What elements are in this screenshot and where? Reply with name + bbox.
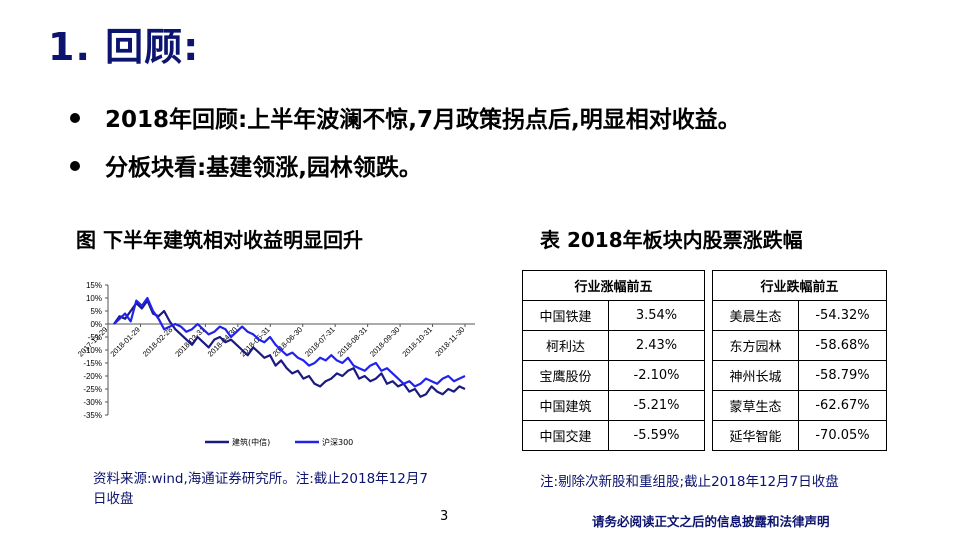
- y-tick-label: -5%: [88, 333, 102, 342]
- series-line-1: [113, 296, 466, 388]
- stock-change-cell: 2.43%: [608, 330, 705, 361]
- x-tick-label: 2018-08-31: [336, 325, 369, 358]
- stock-name-cell: 神州长城: [712, 360, 799, 391]
- y-tick-label: -35%: [83, 411, 102, 420]
- y-tick-label: 10%: [86, 294, 102, 303]
- table-gap: [704, 270, 713, 301]
- stock-name-cell: 蒙草生态: [712, 390, 799, 421]
- table-header-gainers: 行业涨幅前五: [522, 270, 705, 301]
- stock-change-cell: -5.21%: [608, 390, 705, 421]
- bullet-item: 2018年回顾:上半年波澜不惊,7月政策拐点后,明显相对收益。: [70, 100, 741, 134]
- table-caption: 表 2018年板块内股票涨跌幅: [540, 228, 803, 252]
- stock-change-cell: -5.59%: [608, 420, 705, 451]
- y-tick-label: -15%: [83, 359, 102, 368]
- stock-change-cell: 3.54%: [608, 300, 705, 331]
- y-tick-label: -25%: [83, 385, 102, 394]
- stock-name-cell: 美晨生态: [712, 300, 799, 331]
- relative-return-chart: 15% 10% 5% 0% -5% -10% -15% -20% -25% -30% -35% 201…: [76, 281, 475, 447]
- bullet-text: 2018年回顾:上半年波澜不惊,7月政策拐点后,明显相对收益。: [105, 107, 741, 133]
- chart-source-note: 资料来源:wind,海通证券研究所。注:截止2018年12月7日收盘: [93, 471, 428, 507]
- table-gap: [704, 420, 713, 451]
- table-row: 中国交建 -5.59% 延华智能 -70.05%: [522, 420, 887, 451]
- stock-change-cell: -70.05%: [798, 420, 887, 451]
- stock-change-cell: -62.67%: [798, 390, 887, 421]
- table-row: 中国铁建 3.54% 美晨生态 -54.32%: [522, 300, 887, 331]
- y-tick-label: 5%: [90, 307, 102, 316]
- x-tick-label: 2018-02-28: [141, 325, 174, 358]
- stock-name-cell: 东方园林: [712, 330, 799, 361]
- stock-name-cell: 柯利达: [522, 330, 609, 361]
- legal-disclaimer: 请务必阅读正文之后的信息披露和法律声明: [592, 514, 830, 529]
- x-tick-label: 2018-09-30: [368, 325, 401, 358]
- stock-name-cell: 中国建筑: [522, 390, 609, 421]
- y-tick-label: -20%: [83, 372, 102, 381]
- legend-label-0: 建筑(中信): [232, 437, 270, 447]
- y-tick-label: -30%: [83, 398, 102, 407]
- y-tick-label: 0%: [90, 320, 102, 329]
- stock-change-cell: -2.10%: [608, 360, 705, 391]
- x-tick-label: 2018-11-30: [433, 325, 466, 358]
- page-title: 1. 回顾:: [48, 25, 200, 69]
- table-gap: [704, 390, 713, 421]
- table-gap: [704, 330, 713, 361]
- stock-change-cell: -58.79%: [798, 360, 887, 391]
- table-gap: [704, 300, 713, 331]
- x-tick-label: 2018-01-29: [108, 325, 141, 358]
- x-tick-label: 2018-07-31: [303, 325, 336, 358]
- table-row: 柯利达 2.43% 东方园林 -58.68%: [522, 330, 887, 361]
- table-row: 宝鹰股份 -2.10% 神州长城 -58.79%: [522, 360, 887, 391]
- y-tick-label: -10%: [83, 346, 102, 355]
- bullet-item: 分板块看:基建领涨,园林领跌。: [70, 148, 422, 182]
- table-row: 中国建筑 -5.21% 蒙草生态 -62.67%: [522, 390, 887, 421]
- table-note: 注:剔除次新股和重组股;截止2018年12月7日收盘: [540, 474, 839, 490]
- stock-name-cell: 宝鹰股份: [522, 360, 609, 391]
- x-tick-label: 2018-06-30: [271, 325, 304, 358]
- bullet-dot-icon: [70, 160, 80, 171]
- stock-change-cell: -58.68%: [798, 330, 887, 361]
- chart-caption: 图 下半年建筑相对收益明显回升: [76, 228, 363, 252]
- bullet-text: 分板块看:基建领涨,园林领跌。: [105, 155, 422, 181]
- stock-name-cell: 中国铁建: [522, 300, 609, 331]
- legend-label-1: 沪深300: [322, 437, 353, 447]
- stock-name-cell: 延华智能: [712, 420, 799, 451]
- stock-change-cell: -54.32%: [798, 300, 887, 331]
- table-header-losers: 行业跌幅前五: [712, 270, 887, 301]
- y-tick-label: 15%: [86, 281, 102, 290]
- x-tick-label: 2018-05-31: [238, 325, 271, 358]
- x-tick-label: 2018-10-31: [400, 325, 433, 358]
- table-gap: [704, 360, 713, 391]
- stock-name-cell: 中国交建: [522, 420, 609, 451]
- bullet-dot-icon: [70, 112, 80, 123]
- table-header-row: 行业涨幅前五 行业跌幅前五: [522, 270, 887, 301]
- stock-change-table: 行业涨幅前五 行业跌幅前五 中国铁建 3.54% 美晨生态 -54.32% 柯利达 2.4…: [522, 270, 887, 451]
- page-number: 3: [440, 509, 449, 524]
